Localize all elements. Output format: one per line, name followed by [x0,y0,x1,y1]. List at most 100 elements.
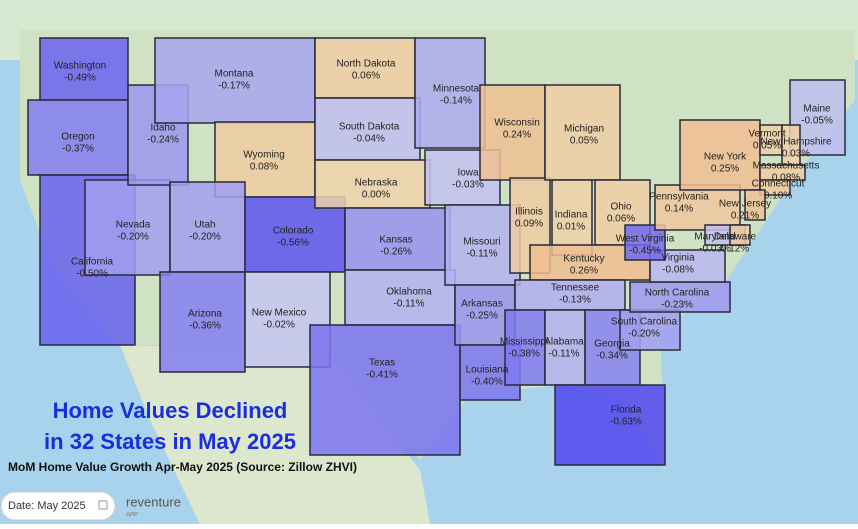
state-shape [629,281,731,313]
state-value: -0.11% [394,299,425,310]
state-name: Illinois [515,207,543,218]
state-value: -0.40% [471,377,503,388]
state-name: Maine [803,104,831,115]
state-name: Michigan [564,124,604,135]
state-name: Kansas [379,235,412,246]
title-line: in 32 States in May 2025 [44,429,296,454]
state-shape [679,119,761,191]
state-name: Montana [215,69,254,80]
state-shape [159,271,246,373]
brand-tag: APP [126,513,138,519]
state-name: Wisconsin [494,118,540,129]
state-value: 0.09% [515,219,543,230]
state-name: Florida [611,405,642,416]
state-name: Texas [369,358,395,369]
state-name: New Jersey [719,199,771,210]
state-name: Arizona [188,309,222,320]
state-name: Indiana [555,210,588,221]
state-shape [504,309,546,386]
state-value: -0.45% [629,246,661,257]
state-value: -0.08% [662,265,694,276]
state-value: 0.26% [570,266,598,277]
state-name: Kentucky [563,254,604,265]
state-name: Vermont [748,129,785,140]
state-name: Idaho [150,123,175,134]
state-value: -0.41% [366,370,398,381]
state-name: Nebraska [355,178,398,189]
states: Washington-0.49%Oregon-0.37%California-0… [27,37,846,466]
state-name: Nevada [116,220,151,231]
state-shape [244,271,331,368]
state-shape [244,196,346,273]
state-shape [514,279,626,311]
state-name: Colorado [273,226,314,237]
state-value: -0.11% [549,349,580,360]
state-shape [314,97,421,161]
state-name: California [71,257,114,268]
state-value: 0.25% [711,164,739,175]
state-value: 0.00% [362,190,390,201]
state-value: -0.05% [801,116,833,127]
state-name: South Carolina [611,317,678,328]
state-shape [624,224,666,261]
state-value: 0.24% [503,130,531,141]
state-name: Louisiana [466,365,509,376]
state-value: -0.20% [189,232,221,243]
state-value: -0.03% [699,244,731,255]
state-value: -0.24% [147,135,179,146]
state-value: -0.04% [353,134,385,145]
state-name: Pennsylvania [649,192,709,203]
state-value: -0.26% [380,247,412,258]
state-name: Tennessee [551,283,600,294]
state-name: Wyoming [243,150,285,161]
state-value: -0.56% [277,238,309,249]
state-shape [309,324,461,456]
state-value: -0.14% [440,96,472,107]
state-value: -0.36% [189,321,221,332]
brand-name: reventure [126,494,181,509]
state-value: -0.37% [62,144,94,155]
state-value: -0.49% [64,73,96,84]
state-value: 0.06% [352,71,380,82]
date-control[interactable] [0,491,116,521]
state-name: North Dakota [337,59,396,70]
state-name: Maryland [694,232,735,243]
state-shape [544,84,621,181]
date-label[interactable]: Date: May 2025 [8,500,86,512]
calendar-icon [98,500,108,510]
state-value: 0.01% [557,222,585,233]
state-value: -0.17% [218,81,250,92]
state-name: New Mexico [252,308,307,319]
state-name: Missouri [463,237,500,248]
state-value: 0.08% [772,173,800,184]
state-value: 0.08% [250,162,278,173]
state-name: Georgia [594,339,630,350]
state-value: 0.06% [607,214,635,225]
state-shape [729,224,751,246]
state-name: Virginia [661,253,695,264]
state-value: -0.38% [508,349,540,360]
state-name: Utah [194,220,215,231]
state-name: Oklahoma [386,287,432,298]
state-shape [654,184,741,231]
state-shape [554,384,666,466]
subtitle: MoM Home Value Growth Apr-May 2025 (Sour… [8,460,357,474]
state-name: Connecticut [752,179,805,190]
state-value: 0.05% [753,141,781,152]
state-name: North Carolina [645,288,710,299]
state-value: -0.03% [452,180,484,191]
state-name: West Virginia [616,234,675,245]
state-value: 0.03% [782,149,810,160]
state-name: Alabama [544,337,584,348]
state-value: 0.12% [721,244,749,255]
state-shape [414,37,486,149]
state-name: Washington [54,61,106,72]
state-value: -0.02% [263,320,295,331]
state-value: -0.50% [76,269,108,280]
state-name: New Hampshire [760,137,832,148]
state-shape [344,207,451,271]
state-value: 0.05% [570,136,598,147]
state-name: Oregon [61,132,94,143]
state-value: -0.23% [661,300,693,311]
